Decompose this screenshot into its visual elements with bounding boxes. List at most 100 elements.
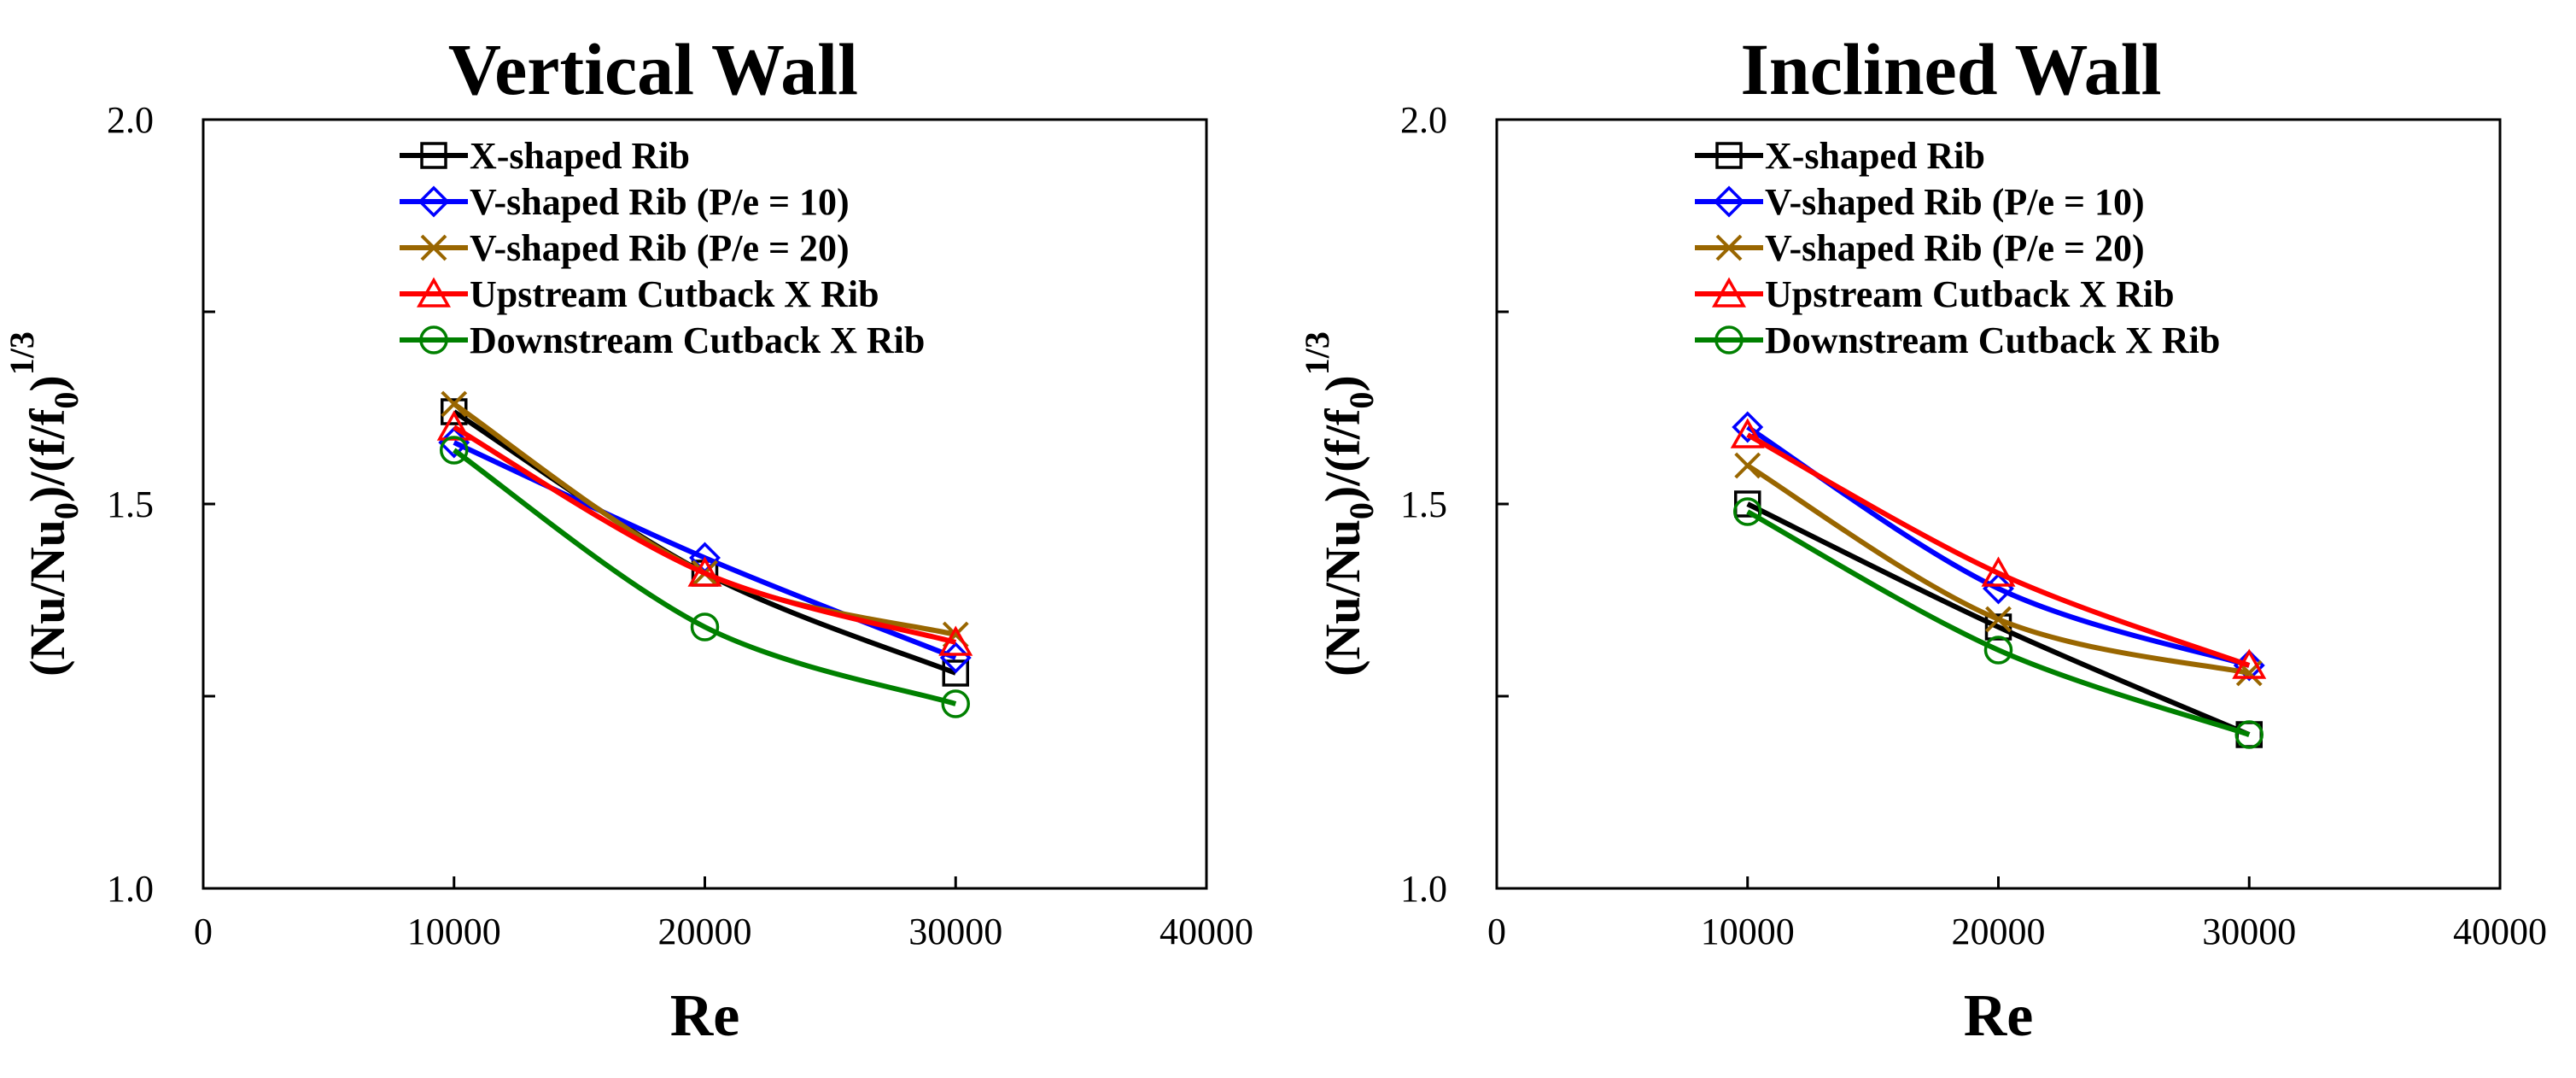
x-axis-label: Re <box>1964 983 2034 1049</box>
y-axis-label-mid: )/(f/f <box>1315 408 1370 502</box>
series-line <box>1746 432 2251 668</box>
legend-marker-square <box>1715 142 1743 169</box>
data-point-triangle <box>436 410 471 441</box>
x-tick-label: 10000 <box>1701 911 1795 952</box>
legend-marker-circle <box>1714 325 1744 354</box>
data-point-x-stroke-b <box>441 390 468 418</box>
data-point-triangle <box>2232 648 2267 679</box>
y-axis-label-close: ) <box>1315 375 1370 391</box>
data-point-triangle <box>1730 418 1765 448</box>
y-tick-label: 1.5 <box>1400 483 1447 525</box>
legend-item: X-shaped Rib <box>1695 135 1985 177</box>
legend-label: V-shaped Rib (P/e = 10) <box>1765 181 2145 223</box>
data-point-triangle <box>687 556 722 587</box>
series-line <box>453 448 957 706</box>
y-tick-label: 1.0 <box>107 868 154 910</box>
data-point-diamond <box>1732 411 1764 443</box>
series-3 <box>1730 418 2267 679</box>
y-axis-label-main: (Nu/Nu <box>20 519 75 677</box>
legend-marker-circle <box>419 325 448 354</box>
series-line <box>1746 501 2251 737</box>
legend-label: V-shaped Rib (P/e = 20) <box>470 227 850 269</box>
series-2 <box>441 390 969 648</box>
legend-item: Downstream Cutback X Rib <box>400 319 925 361</box>
y-axis-label-sub2: 0 <box>1342 392 1381 409</box>
legend-marker-x <box>1715 234 1743 261</box>
legend-item: V-shaped Rib (P/e = 20) <box>400 227 850 269</box>
legend-label: Downstream Cutback X Rib <box>1765 319 2220 361</box>
series-4 <box>1733 497 2263 749</box>
legend-item: V-shaped Rib (P/e = 10) <box>400 181 850 223</box>
data-point-x-stroke-b <box>1985 606 2012 633</box>
legend-label: V-shaped Rib (P/e = 10) <box>470 181 850 223</box>
data-point-x <box>441 390 468 418</box>
legend-label: Upstream Cutback X Rib <box>1765 273 2175 315</box>
x-tick-label: 30000 <box>908 911 1002 952</box>
y-axis-label-sub1: 0 <box>47 502 85 519</box>
legend-marker-diamond <box>418 185 450 218</box>
data-point-x-stroke-b <box>1734 452 1761 479</box>
data-point-circle <box>1733 497 1762 526</box>
data-point-circle <box>2234 720 2263 749</box>
legend-label: X-shaped Rib <box>1765 135 1985 177</box>
y-tick-label: 2.0 <box>107 99 154 141</box>
chart-panel-inclined-wall: Inclined Wall 0 10000 20000 30000 40000 1.0 1.5… <box>1298 28 2547 1049</box>
legend-label: Upstream Cutback X Rib <box>470 273 879 315</box>
x-tick-label: 40000 <box>1159 911 1253 952</box>
legend-label: Downstream Cutback X Rib <box>470 319 925 361</box>
y-axis-label-sub1: 0 <box>1342 502 1381 519</box>
legend-marker-x-stroke-b <box>420 234 447 261</box>
chart-title: Vertical Wall <box>448 28 858 110</box>
legend-marker-x-stroke-b <box>1715 234 1743 261</box>
data-point-circle <box>1983 636 2013 665</box>
data-point-circle <box>941 689 970 718</box>
y-axis-label-sub2: 0 <box>47 392 85 409</box>
chart-panel-vertical-wall: Vertical Wall 0 10000 20000 30000 40000 1.0 1.5… <box>3 28 1253 1049</box>
y-tick-label: 1.0 <box>1400 868 1447 910</box>
legend-marker-x <box>420 234 447 261</box>
x-tick-label: 0 <box>1487 911 1506 952</box>
legend-item: Downstream Cutback X Rib <box>1695 319 2220 361</box>
series-3 <box>436 410 973 656</box>
x-tick-label: 40000 <box>2453 911 2547 952</box>
x-tick-label: 0 <box>194 911 213 952</box>
x-tick-label: 20000 <box>658 911 752 952</box>
legend-item: V-shaped Rib (P/e = 10) <box>1695 181 2145 223</box>
series-line <box>453 401 956 637</box>
y-axis-label-main: (Nu/Nu <box>1315 519 1370 677</box>
y-tick-label: 1.5 <box>107 483 154 525</box>
chart-title: Inclined Wall <box>1740 28 2161 110</box>
y-axis-label: (Nu/Nu0)/(f/f0)1/3 <box>3 331 85 677</box>
legend-label: V-shaped Rib (P/e = 20) <box>1765 227 2145 269</box>
y-axis-label-close: ) <box>20 375 75 391</box>
data-point-square <box>942 659 969 687</box>
legend-item: Upstream Cutback X Rib <box>400 273 879 315</box>
x-tick-label: 30000 <box>2202 911 2296 952</box>
legend-item: Upstream Cutback X Rib <box>1695 273 2175 315</box>
series-4 <box>440 436 970 718</box>
y-axis-label-sup: 1/3 <box>3 331 41 375</box>
data-point-x <box>1985 606 2012 633</box>
series-line <box>1746 509 2251 737</box>
legend-item: V-shaped Rib (P/e = 20) <box>1695 227 2145 269</box>
data-point-triangle <box>938 625 973 656</box>
x-tick-label: 10000 <box>407 911 501 952</box>
legend-item: X-shaped Rib <box>400 135 690 177</box>
data-point-circle <box>440 436 469 465</box>
y-tick-label: 2.0 <box>1400 99 1447 141</box>
y-axis-label: (Nu/Nu0)/(f/f0)1/3 <box>1298 331 1381 677</box>
data-point-triangle <box>1981 556 2016 587</box>
x-axis-label: Re <box>670 983 740 1049</box>
x-tick-label: 20000 <box>1952 911 2046 952</box>
legend-marker-triangle <box>416 277 452 308</box>
series-line <box>453 425 957 645</box>
data-point-x <box>1734 452 1761 479</box>
data-point-circle <box>690 612 720 642</box>
legend-label: X-shaped Rib <box>470 135 690 177</box>
data-point-square <box>1984 613 2012 641</box>
legend-marker-square <box>420 142 447 169</box>
legend-marker-diamond <box>1713 185 1745 218</box>
